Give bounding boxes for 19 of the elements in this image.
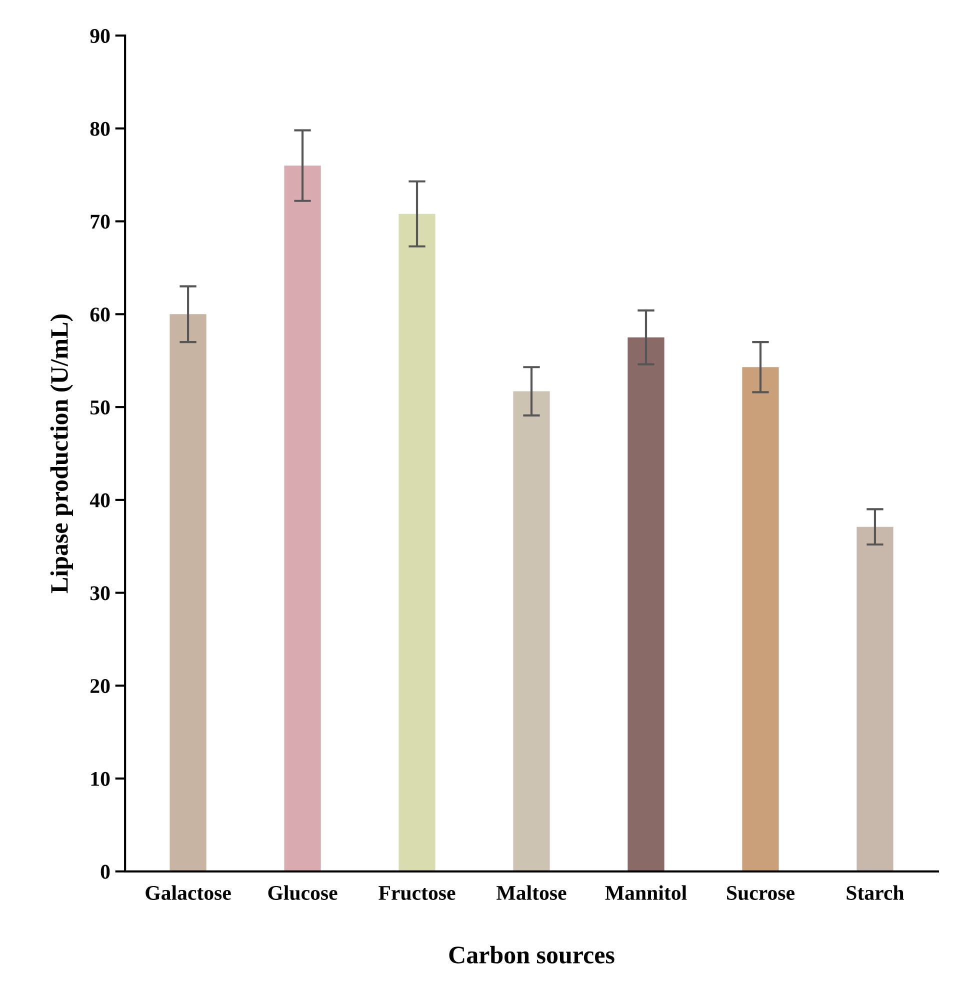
x-tick-label: Maltose	[496, 885, 566, 900]
y-tick-label: 10	[91, 772, 110, 786]
y-tick-label: 0	[100, 864, 110, 879]
y-tick-label: 80	[90, 122, 110, 136]
y-tick-label: 60	[90, 308, 110, 322]
y-tick-label: 70	[90, 214, 110, 229]
x-tick-label: Fructose	[378, 886, 456, 900]
y-tick-label: 90	[90, 28, 110, 43]
x-axis-title: Carbon sources	[449, 946, 614, 964]
y-tick-label: 50	[90, 400, 110, 414]
x-tick-label: Mannitol	[605, 885, 687, 900]
x-tick-label: Starch	[846, 885, 904, 900]
y-tick-label: 30	[90, 586, 110, 600]
x-tick-label: Sucrose	[727, 886, 794, 900]
y-axis-title: Lipase production (U/mL)	[50, 314, 73, 594]
y-tick-label: 20	[90, 679, 110, 694]
y-tick-label: 40	[90, 493, 110, 508]
x-tick-label: Galactose	[146, 885, 231, 900]
x-tick-label: Glucose	[268, 885, 338, 900]
